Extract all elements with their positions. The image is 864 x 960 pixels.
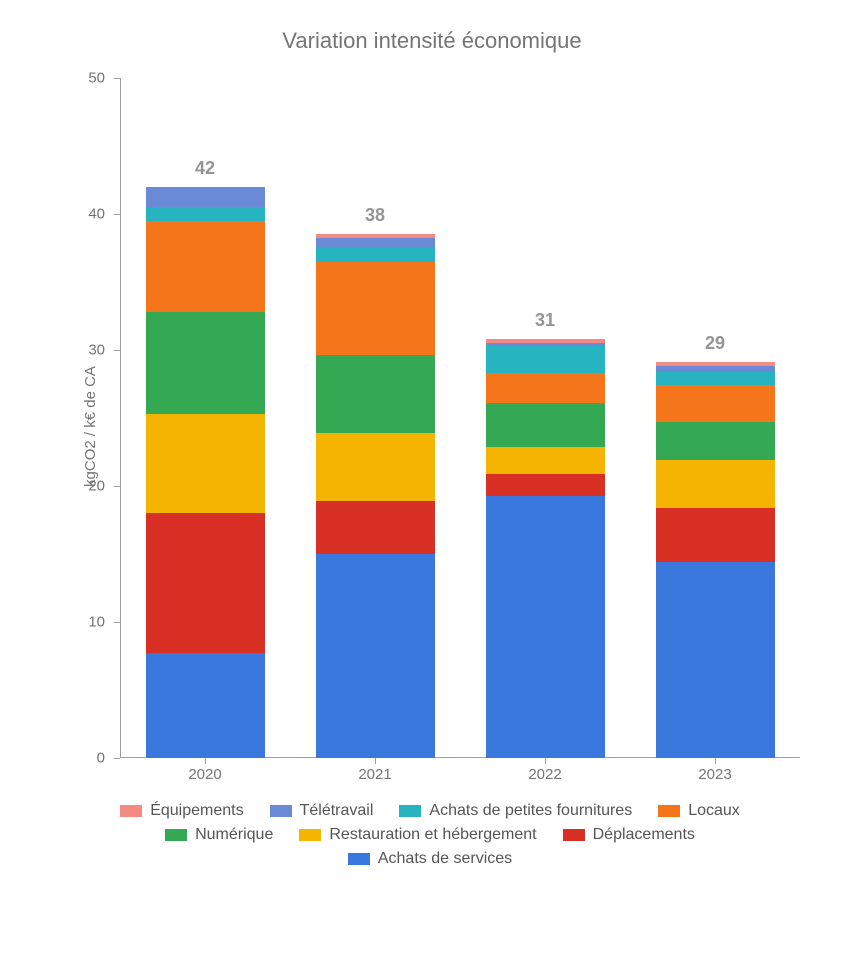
bar-segment	[146, 187, 265, 207]
bar-segment	[316, 262, 435, 356]
bar-segment	[146, 653, 265, 758]
y-tick-label: 30	[65, 342, 105, 359]
legend-swatch	[120, 805, 142, 817]
legend-label: Équipements	[150, 802, 243, 820]
x-tick-mark	[205, 758, 206, 764]
bar-segment	[146, 414, 265, 513]
bar-segment	[316, 248, 435, 262]
legend-label: Restauration et hébergement	[329, 826, 536, 844]
legend: Équipements Télétravail Achats de petites …	[70, 802, 790, 868]
legend-item: Équipements	[120, 802, 243, 820]
legend-swatch	[563, 829, 585, 841]
x-tick-mark	[375, 758, 376, 764]
bar-segment	[486, 447, 605, 474]
bar-total-label: 29	[656, 333, 775, 354]
bar-group: 38	[316, 78, 435, 758]
y-axis-label: kgCO2 / k€ de CA	[82, 366, 99, 487]
bar-segment	[316, 355, 435, 433]
legend-swatch	[299, 829, 321, 841]
bar-segment	[486, 496, 605, 758]
y-tick-label: 20	[65, 478, 105, 495]
bar-group: 29	[656, 78, 775, 758]
bar-group: 42	[146, 78, 265, 758]
bar-total-label: 38	[316, 205, 435, 226]
legend-swatch	[658, 805, 680, 817]
bar-segment	[486, 403, 605, 447]
legend-swatch	[165, 829, 187, 841]
bar-segment	[486, 343, 605, 346]
bar-total-label: 42	[146, 158, 265, 179]
bar-segment	[486, 474, 605, 496]
x-tick-mark	[545, 758, 546, 764]
y-tick-label: 50	[65, 70, 105, 87]
legend-item: Achats de petites fournitures	[399, 802, 632, 820]
bar-segment	[316, 238, 435, 248]
legend-label: Achats de petites fournitures	[429, 802, 632, 820]
chart-container: Variation intensité économique kgCO2 / k…	[0, 0, 864, 960]
bar-segment	[656, 385, 775, 422]
bar-segment	[146, 207, 265, 221]
x-tick-mark	[715, 758, 716, 764]
legend-item: Restauration et hébergement	[299, 826, 536, 844]
y-tick-label: 0	[65, 750, 105, 767]
bar-segment	[146, 312, 265, 414]
y-tick-label: 40	[65, 206, 105, 223]
legend-label: Télétravail	[300, 802, 374, 820]
x-tick-label: 2023	[630, 766, 800, 783]
bar-segment	[656, 372, 775, 386]
x-tick-label: 2020	[120, 766, 290, 783]
legend-swatch	[270, 805, 292, 817]
legend-swatch	[348, 853, 370, 865]
legend-item: Déplacements	[563, 826, 695, 844]
plot-area: 42 38 31 29	[120, 78, 800, 758]
bar-segment	[316, 234, 435, 238]
bar-segment	[486, 346, 605, 373]
bar-segment	[146, 513, 265, 653]
y-axis-line	[120, 78, 121, 758]
bar-segment	[146, 221, 265, 312]
legend-label: Déplacements	[593, 826, 695, 844]
bar-segment	[656, 422, 775, 460]
legend-label: Numérique	[195, 826, 273, 844]
bar-segment	[316, 433, 435, 501]
legend-item: Achats de services	[348, 850, 512, 868]
legend-item: Télétravail	[270, 802, 374, 820]
y-tick-mark	[114, 758, 120, 759]
legend-swatch	[399, 805, 421, 817]
legend-label: Achats de services	[378, 850, 512, 868]
chart-title: Variation intensité économique	[0, 28, 864, 54]
legend-item: Numérique	[165, 826, 273, 844]
legend-item: Locaux	[658, 802, 740, 820]
bar-segment	[486, 339, 605, 343]
bar-segment	[656, 460, 775, 508]
y-tick-label: 10	[65, 614, 105, 631]
legend-label: Locaux	[688, 802, 740, 820]
bar-segment	[656, 508, 775, 562]
bar-segment	[486, 373, 605, 403]
bar-segment	[316, 554, 435, 758]
x-tick-label: 2021	[290, 766, 460, 783]
bar-total-label: 31	[486, 310, 605, 331]
bar-segment	[656, 562, 775, 758]
bar-segment	[316, 501, 435, 554]
bar-segment	[656, 366, 775, 371]
x-tick-label: 2022	[460, 766, 630, 783]
bar-group: 31	[486, 78, 605, 758]
bar-segment	[656, 362, 775, 366]
